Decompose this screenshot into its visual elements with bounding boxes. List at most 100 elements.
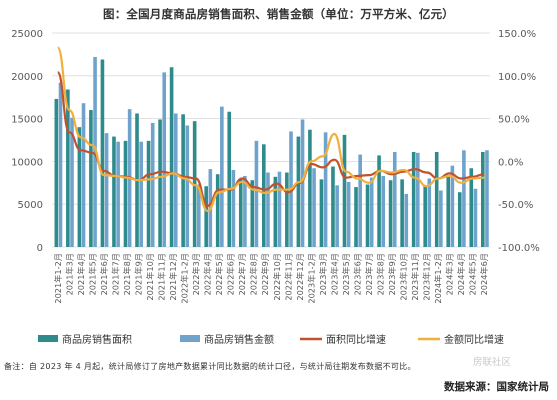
area-bar [112,136,116,247]
right-tick-label: 50.0% [498,115,530,126]
x-tick-label: 2024年3月 [445,253,455,295]
amount-bar [485,150,489,247]
amount-bar [231,169,236,247]
amount-bar [473,188,478,247]
legend-swatch [38,335,58,342]
data-source: 数据来源：国家统计局 [444,381,549,393]
amount-bar [427,178,432,247]
x-tick-label: 2022年4月 [203,253,213,295]
bar-series [54,56,489,248]
area-bar [146,140,151,247]
area-bar [227,111,232,247]
amount-bar [450,165,455,247]
amount-bar [70,117,74,247]
area-bar [434,151,439,247]
amount-bar [104,133,109,247]
x-tick-label: 2022年10月 [272,253,282,301]
amount-bar [381,175,386,247]
legend: 商品房销售面积 商品房销售金额 面积同比增速 金额同比增速 [38,333,504,346]
x-tick-label: 2021年11月 [157,253,167,301]
amount-bar [346,181,351,247]
area-bar [169,67,174,248]
amount-bar [93,56,97,247]
amount-bar [462,150,466,247]
area-bar [285,172,289,247]
area-bar [481,151,485,247]
amount-bar [116,141,120,247]
right-tick-label: 0.0% [498,157,523,168]
x-tick-label: 2022年7月 [237,253,247,295]
x-tick-label: 2024年5月 [468,253,478,295]
left-tick-label: 25000 [11,29,43,40]
amount-bar [81,103,86,247]
area-bar [457,192,462,247]
area-bar [262,144,266,247]
legend-label: 商品房销售面积 [62,333,132,346]
area-bar [446,176,451,247]
area-bar [66,89,70,247]
x-tick-label: 2021年5月 [87,253,97,295]
chart-title: 图：全国月度商品房销售面积、销售金额（单位：万平方米、亿元） [103,7,454,21]
x-tick-label: 2023年7月 [364,253,374,295]
x-tick-label: 2023年11月 [410,253,420,301]
area-bar [331,166,335,247]
x-tick-label: 2023年1-2月 [306,253,316,304]
right-tick-label: 100.0% [498,72,536,83]
area-bar [215,174,220,247]
area-bar [273,176,278,247]
x-tick-label: 2021年10月 [145,253,155,301]
amount-growth-line [56,46,485,213]
x-tick-label: 2024年1-2月 [433,253,443,304]
area-bar [250,180,255,247]
x-tick-label: 2023年12月 [422,253,432,301]
x-tick-label: 2022年12月 [295,253,305,301]
x-tick-label: 2021年4月 [76,253,86,295]
x-tick-label: 2023年3月 [318,253,328,295]
x-tick-label: 2021年7月 [110,253,120,295]
area-bar [388,180,393,247]
amount-bar [197,184,201,247]
amount-bar [162,72,167,247]
x-tick-label: 2021年9月 [133,253,143,295]
watermark: 房联社区 [473,357,512,368]
x-tick-label: 2021年12月 [168,253,178,301]
amount-bar [266,172,270,247]
area-growth-line [56,71,485,208]
amount-bar [139,141,143,247]
amount-bar [58,82,63,247]
legend-label: 面积同比增速 [326,333,386,346]
area-bar [296,136,301,247]
left-tick-label: 0 [37,243,43,254]
x-tick-label: 2023年8月 [376,253,386,295]
x-tick-label: 2023年5月 [341,253,351,295]
x-tick-label: 2022年3月 [191,253,201,295]
area-bar [100,59,105,248]
amount-bar [312,168,316,247]
amount-bar [335,185,339,247]
x-tick-label: 2023年9月 [387,253,397,295]
x-tick-label: 2022年11月 [283,253,293,301]
legend-label: 金额同比增速 [444,333,504,346]
amount-bar [277,171,282,247]
area-bar [411,151,416,247]
area-bar [181,114,185,247]
x-tick-label: 2021年8月 [122,253,132,295]
amount-bar [392,151,397,247]
x-tick-label: 2023年6月 [352,253,362,295]
amount-bar [254,140,259,247]
x-tick-label: 2022年5月 [214,253,224,295]
area-bar [77,127,82,247]
line-series [56,46,485,213]
area-bar [204,186,208,247]
amount-bar [439,190,443,247]
legend-label: 商品房销售金额 [204,333,274,346]
x-tick-label: 2022年8月 [249,253,259,295]
x-tick-label: 2022年9月 [260,253,270,295]
area-bar [400,179,404,247]
area-bar [308,129,312,247]
right-tick-label: 150.0% [498,29,536,40]
amount-bar [243,175,247,247]
area-bar [89,110,93,247]
area-bar [54,98,59,247]
